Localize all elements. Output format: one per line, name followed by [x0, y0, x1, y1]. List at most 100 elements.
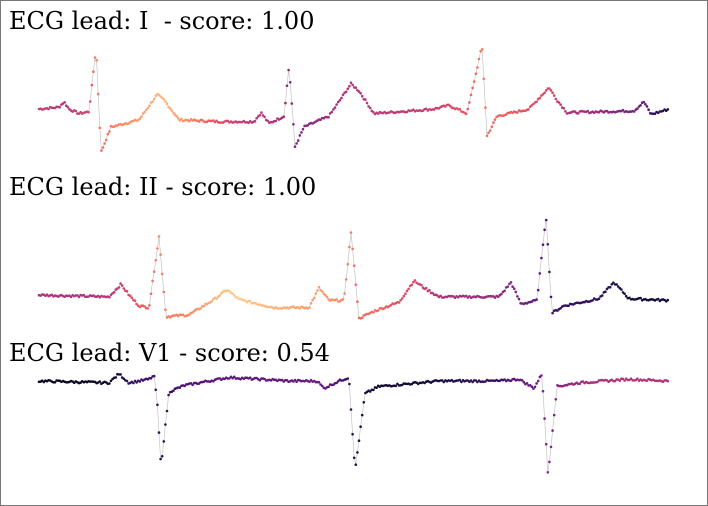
sample-point: [232, 294, 236, 297]
sample-point: [327, 116, 330, 119]
sample-point: [152, 374, 156, 378]
panel-lead-v1: ECG lead: V1 - score: 0.54: [1, 339, 707, 501]
sample-point: [152, 97, 156, 101]
sample-point: [333, 106, 337, 109]
sample-point: [541, 243, 545, 246]
sample-point: [546, 243, 550, 246]
sample-point: [260, 111, 263, 114]
sample-point: [344, 278, 348, 281]
sample-point: [405, 289, 409, 293]
sample-point: [324, 294, 327, 297]
sample-point: [325, 295, 329, 299]
sample-point: [96, 92, 100, 96]
sample-point: [344, 90, 348, 94]
sample-point: [156, 247, 159, 250]
sample-point: [636, 107, 639, 110]
sample-point: [410, 283, 414, 287]
sample-point: [493, 296, 497, 299]
sample-point: [287, 68, 290, 72]
panel-lead-ii: ECG lead: II - score: 1.00: [1, 173, 707, 335]
sample-point: [138, 380, 142, 383]
sample-point: [311, 298, 314, 302]
sample-point: [616, 285, 620, 288]
sample-point: [108, 130, 111, 133]
sample-point: [543, 228, 546, 232]
sample-point: [341, 298, 345, 301]
sample-point: [600, 294, 604, 297]
sample-point: [544, 442, 548, 446]
sample-point: [460, 380, 463, 384]
sample-point: [535, 100, 538, 104]
sample-point: [165, 409, 169, 413]
sample-point: [87, 110, 90, 114]
sample-point: [400, 297, 404, 300]
sample-point: [666, 108, 670, 111]
sample-point: [548, 87, 551, 90]
sample-point: [605, 287, 609, 291]
sample-point: [404, 292, 407, 295]
sample-point: [362, 401, 366, 404]
ecg-trace-lead-v1: [37, 372, 670, 474]
sample-point: [144, 108, 148, 112]
sample-point: [122, 377, 126, 380]
sample-point: [231, 292, 234, 295]
sample-point: [138, 117, 142, 120]
sample-point: [151, 100, 154, 103]
sample-point: [88, 100, 92, 103]
sample-point: [604, 290, 607, 293]
sample-point: [522, 380, 526, 384]
sample-point: [471, 86, 474, 90]
sample-point: [167, 393, 170, 397]
panel-lead-i: ECG lead: I - score: 1.00: [1, 7, 707, 169]
sample-point: [162, 440, 166, 443]
sample-point: [613, 379, 617, 383]
sample-point: [148, 104, 151, 108]
sample-point: [548, 270, 551, 274]
sample-point: [559, 103, 562, 106]
sample-point: [407, 287, 410, 291]
sample-point: [612, 281, 615, 284]
sample-point: [199, 307, 202, 310]
panel-title: ECG lead: I - score: 1.00: [9, 7, 315, 35]
sample-point: [255, 117, 258, 120]
sample-point: [543, 91, 546, 94]
sample-point: [152, 270, 156, 273]
sample-point: [615, 283, 618, 286]
sample-point: [516, 111, 519, 114]
sample-point: [397, 301, 401, 304]
sample-point: [468, 101, 471, 104]
sample-point: [108, 382, 111, 385]
sample-point: [220, 291, 223, 295]
sample-point: [69, 295, 73, 299]
sample-point: [349, 81, 353, 84]
sample-point: [104, 138, 108, 142]
sample-point: [346, 87, 350, 91]
sample-point: [413, 279, 417, 282]
sample-point: [218, 294, 222, 297]
sample-point: [159, 457, 162, 461]
sample-point: [554, 398, 558, 401]
sample-point: [349, 231, 353, 234]
sample-point: [160, 455, 164, 458]
sample-point: [581, 380, 585, 383]
sample-point: [360, 413, 364, 417]
sample-point: [420, 283, 423, 287]
sample-point: [292, 123, 295, 126]
sample-point: [354, 463, 358, 466]
sample-point: [168, 107, 172, 110]
sample-point: [412, 280, 415, 284]
sample-point: [530, 385, 534, 388]
sample-point: [172, 389, 175, 392]
sample-point: [248, 299, 252, 303]
sample-point: [535, 382, 538, 385]
sample-point: [549, 445, 553, 449]
sample-point: [98, 126, 102, 130]
sample-point: [399, 299, 402, 302]
sample-point: [103, 142, 106, 145]
sample-point: [314, 292, 318, 295]
sample-point: [608, 286, 612, 289]
sample-point: [95, 58, 98, 62]
sample-point: [544, 89, 548, 92]
sample-point: [312, 296, 316, 300]
sample-point: [503, 289, 506, 293]
